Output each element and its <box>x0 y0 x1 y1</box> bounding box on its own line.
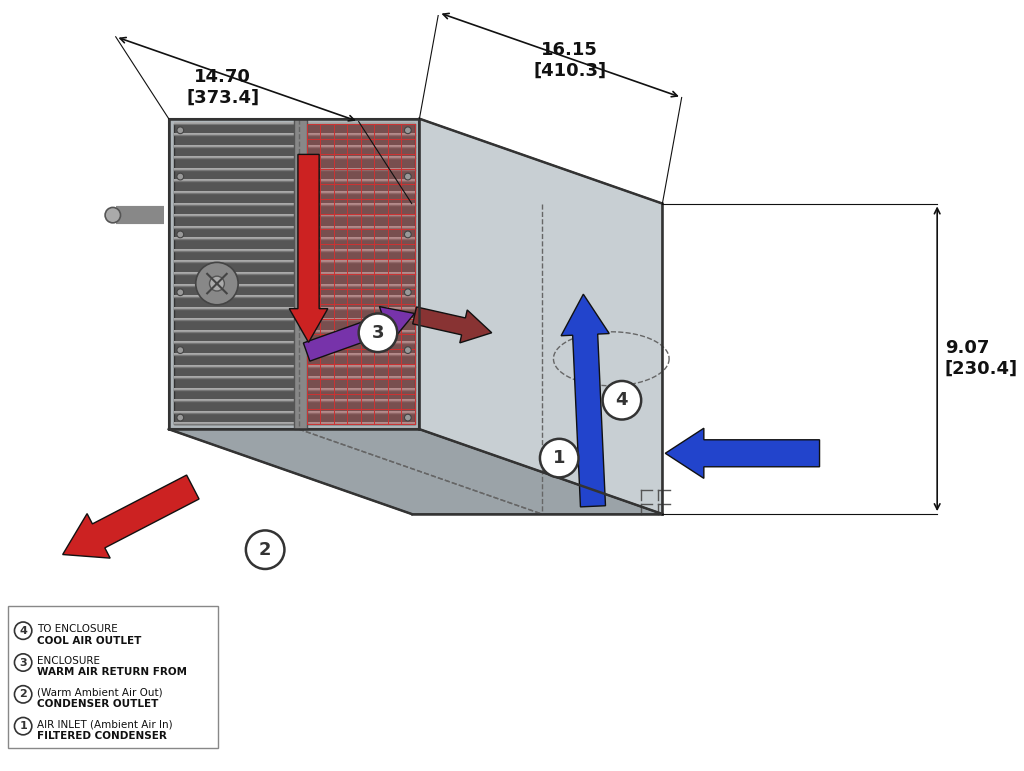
Circle shape <box>404 414 412 421</box>
Polygon shape <box>173 330 415 332</box>
Polygon shape <box>173 249 415 251</box>
Polygon shape <box>173 411 415 412</box>
Polygon shape <box>303 307 415 361</box>
Text: TO ENCLOSURE: TO ENCLOSURE <box>37 624 118 634</box>
Polygon shape <box>173 123 415 424</box>
Polygon shape <box>173 191 415 193</box>
Circle shape <box>196 262 239 305</box>
Circle shape <box>177 347 183 353</box>
Polygon shape <box>173 353 415 355</box>
Circle shape <box>177 289 183 295</box>
Polygon shape <box>173 261 415 262</box>
Polygon shape <box>173 214 415 216</box>
Polygon shape <box>173 168 415 170</box>
Text: 4: 4 <box>615 391 628 409</box>
Circle shape <box>404 173 412 180</box>
Text: 3: 3 <box>19 658 27 668</box>
Polygon shape <box>413 307 492 343</box>
Text: FILTERED CONDENSER: FILTERED CONDENSER <box>37 731 167 741</box>
Text: 4: 4 <box>19 626 27 635</box>
Polygon shape <box>666 428 819 478</box>
Circle shape <box>246 530 285 569</box>
Circle shape <box>210 276 224 291</box>
Polygon shape <box>173 145 415 146</box>
Circle shape <box>404 231 412 237</box>
Circle shape <box>177 173 183 180</box>
Circle shape <box>177 231 183 237</box>
Circle shape <box>404 289 412 295</box>
Polygon shape <box>173 157 415 158</box>
Text: 1: 1 <box>553 449 565 467</box>
Polygon shape <box>173 284 415 285</box>
Circle shape <box>602 381 641 419</box>
Polygon shape <box>169 119 420 429</box>
Text: 1: 1 <box>19 721 27 731</box>
Polygon shape <box>173 388 415 389</box>
Text: AIR INLET (Ambient Air In): AIR INLET (Ambient Air In) <box>37 719 172 729</box>
Polygon shape <box>173 133 415 135</box>
Polygon shape <box>173 237 415 239</box>
Circle shape <box>177 127 183 133</box>
Text: 3: 3 <box>372 324 384 342</box>
Polygon shape <box>173 122 415 123</box>
Polygon shape <box>173 295 415 297</box>
Text: WARM AIR RETURN FROM: WARM AIR RETURN FROM <box>37 668 186 678</box>
Polygon shape <box>173 272 415 274</box>
Polygon shape <box>294 119 306 429</box>
Circle shape <box>404 127 412 133</box>
Polygon shape <box>173 376 415 378</box>
Text: 14.70
[373.4]: 14.70 [373.4] <box>186 68 259 106</box>
Text: 2: 2 <box>259 540 271 559</box>
Polygon shape <box>173 423 415 424</box>
Text: 9.07
[230.4]: 9.07 [230.4] <box>945 339 1018 379</box>
Text: CONDENSER OUTLET: CONDENSER OUTLET <box>37 699 158 709</box>
Text: ENCLOSURE: ENCLOSURE <box>37 656 99 665</box>
Polygon shape <box>289 154 328 342</box>
Text: COOL AIR OUTLET: COOL AIR OUTLET <box>37 635 141 645</box>
Polygon shape <box>173 318 415 320</box>
Polygon shape <box>173 307 415 308</box>
Bar <box>8 605 218 749</box>
Polygon shape <box>173 399 415 401</box>
Circle shape <box>105 207 121 223</box>
Circle shape <box>358 314 397 352</box>
Circle shape <box>177 414 183 421</box>
Polygon shape <box>169 429 663 514</box>
Polygon shape <box>306 123 415 424</box>
Circle shape <box>540 439 579 477</box>
Text: 16.15
[410.3]: 16.15 [410.3] <box>534 41 606 79</box>
Text: 2: 2 <box>19 689 27 699</box>
Polygon shape <box>173 203 415 204</box>
Polygon shape <box>173 365 415 366</box>
Polygon shape <box>173 180 415 181</box>
Circle shape <box>404 347 412 353</box>
Polygon shape <box>420 119 663 514</box>
Polygon shape <box>561 295 609 507</box>
Polygon shape <box>173 342 415 343</box>
Polygon shape <box>173 226 415 227</box>
Text: (Warm Ambient Air Out): (Warm Ambient Air Out) <box>37 688 162 698</box>
Polygon shape <box>62 475 199 558</box>
